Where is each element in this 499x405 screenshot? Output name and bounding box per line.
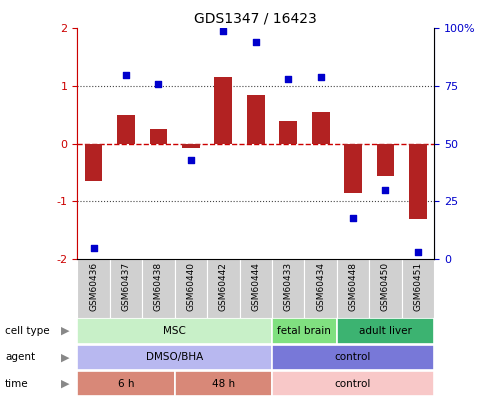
Point (251, 39, 259, 45)
Text: cell type: cell type (5, 326, 49, 336)
Text: DMSO/BHA: DMSO/BHA (146, 352, 203, 362)
Text: 48 h: 48 h (212, 379, 235, 389)
FancyBboxPatch shape (77, 345, 272, 370)
Bar (182, 144, 200, 148)
Text: ▶: ▶ (60, 352, 69, 362)
Bar (117, 115, 135, 144)
Text: fetal brain: fetal brain (277, 326, 331, 336)
Point (155, 81, 163, 87)
Bar (377, 144, 394, 175)
Bar (215, 77, 232, 144)
FancyBboxPatch shape (175, 371, 272, 396)
Bar (85, 144, 102, 181)
FancyBboxPatch shape (304, 259, 337, 318)
FancyBboxPatch shape (77, 318, 272, 344)
Point (381, 187, 389, 193)
FancyBboxPatch shape (402, 259, 434, 318)
FancyBboxPatch shape (240, 259, 272, 318)
Bar (247, 95, 264, 144)
Bar (150, 129, 167, 144)
Point (284, 76, 292, 82)
Text: adult liver: adult liver (359, 326, 412, 336)
FancyBboxPatch shape (110, 259, 142, 318)
Text: MSC: MSC (163, 326, 186, 336)
FancyBboxPatch shape (142, 259, 175, 318)
Point (349, 214, 357, 221)
Text: control: control (335, 379, 371, 389)
FancyBboxPatch shape (369, 259, 402, 318)
FancyBboxPatch shape (272, 318, 337, 344)
Text: control: control (335, 352, 371, 362)
FancyBboxPatch shape (77, 259, 110, 318)
Bar (344, 144, 362, 193)
Text: agent: agent (5, 352, 35, 362)
Bar (279, 121, 297, 144)
FancyBboxPatch shape (272, 259, 304, 318)
Point (316, 74, 324, 80)
Text: 6 h: 6 h (118, 379, 134, 389)
FancyBboxPatch shape (175, 259, 207, 318)
Point (187, 157, 195, 163)
Point (89, 244, 97, 251)
Point (219, 28, 227, 34)
FancyBboxPatch shape (272, 371, 434, 396)
Point (414, 249, 422, 256)
Text: time: time (5, 379, 28, 389)
Text: ▶: ▶ (60, 379, 69, 389)
Bar (409, 144, 427, 219)
Bar (312, 112, 329, 144)
Point (122, 71, 130, 78)
FancyBboxPatch shape (272, 345, 434, 370)
FancyBboxPatch shape (337, 318, 434, 344)
Text: ▶: ▶ (60, 326, 69, 336)
FancyBboxPatch shape (77, 371, 175, 396)
FancyBboxPatch shape (207, 259, 240, 318)
Title: GDS1347 / 16423: GDS1347 / 16423 (195, 12, 317, 26)
FancyBboxPatch shape (337, 259, 369, 318)
